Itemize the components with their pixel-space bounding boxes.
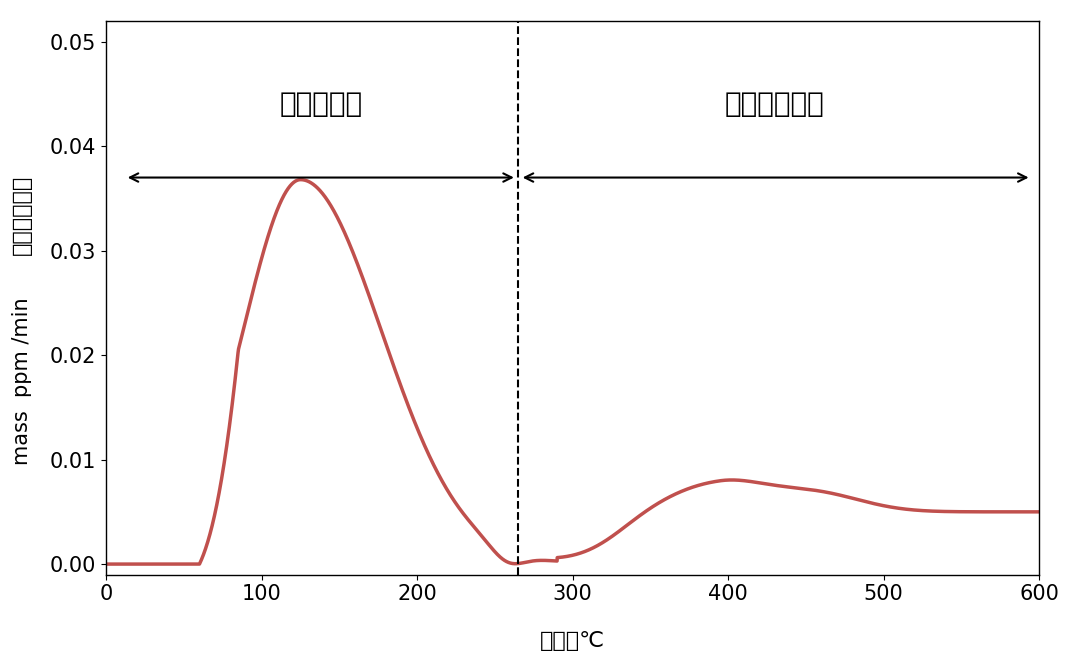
Text: 水素放出速度: 水素放出速度	[12, 175, 32, 255]
Text: mass  ppm /min: mass ppm /min	[12, 297, 32, 464]
Text: 拡散性水素: 拡散性水素	[280, 91, 363, 119]
Text: 非拡散性水素: 非拡散性水素	[725, 91, 825, 119]
Text: 温度　℃: 温度 ℃	[540, 631, 605, 651]
